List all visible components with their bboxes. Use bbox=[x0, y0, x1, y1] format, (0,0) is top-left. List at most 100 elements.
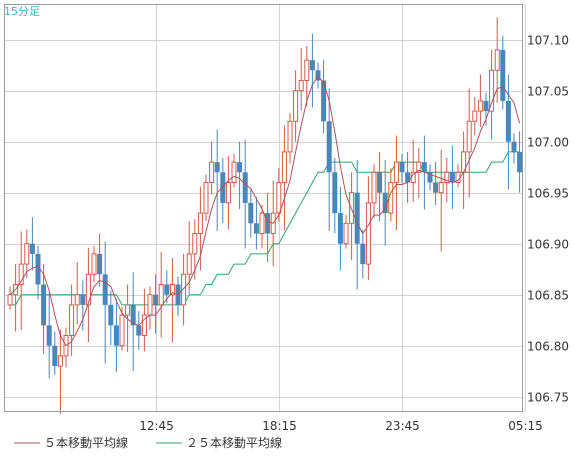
candle-down bbox=[399, 162, 405, 173]
candle-up bbox=[158, 284, 164, 306]
candle-up bbox=[7, 294, 13, 306]
candle-up bbox=[74, 294, 80, 306]
candle-up bbox=[438, 182, 444, 194]
legend-ma25-label: ２５本移動平均線 bbox=[186, 435, 282, 450]
candle-up bbox=[494, 49, 500, 71]
candle-down bbox=[153, 294, 159, 305]
candle-down bbox=[80, 294, 86, 305]
candle-up bbox=[276, 182, 282, 214]
candle-up bbox=[197, 212, 203, 235]
candle-up bbox=[91, 253, 97, 275]
candle-down bbox=[237, 162, 243, 173]
candle-down bbox=[242, 172, 248, 203]
candle-down bbox=[405, 172, 411, 183]
x-tick-label: 18:15 bbox=[262, 419, 297, 433]
candle-up bbox=[209, 161, 215, 184]
candle-down bbox=[321, 80, 327, 122]
x-tick-label: 12:45 bbox=[139, 419, 174, 433]
candle-down bbox=[108, 304, 114, 326]
candle-down bbox=[309, 60, 315, 71]
candle-up bbox=[365, 202, 371, 265]
candle-up bbox=[85, 273, 91, 306]
candle-up bbox=[18, 263, 24, 286]
candle-up bbox=[477, 100, 483, 112]
candle-up bbox=[181, 273, 187, 306]
candle-up bbox=[343, 222, 349, 245]
candle-up bbox=[293, 90, 299, 122]
plot-frame bbox=[4, 4, 523, 412]
candle-down bbox=[130, 304, 136, 326]
candle-down bbox=[46, 325, 52, 346]
candle-up bbox=[371, 171, 377, 204]
candles-layer bbox=[7, 17, 523, 414]
x-tick-label: 23:45 bbox=[385, 419, 420, 433]
candle-down bbox=[421, 162, 427, 173]
candle-up bbox=[466, 120, 472, 153]
candle-down bbox=[248, 202, 254, 224]
candle-up bbox=[393, 161, 399, 184]
candle-down bbox=[332, 172, 338, 214]
candle-down bbox=[102, 274, 108, 305]
y-tick-label: 107.10 bbox=[527, 34, 569, 48]
x-tick-label: 05:15 bbox=[508, 419, 543, 433]
candle-down bbox=[360, 243, 366, 265]
candle-up bbox=[287, 120, 293, 153]
candle-down bbox=[483, 100, 489, 112]
candle-down bbox=[265, 213, 271, 234]
candle-down bbox=[35, 253, 41, 285]
candle-up bbox=[444, 171, 450, 184]
candle-up bbox=[147, 294, 153, 316]
candle-down bbox=[382, 192, 388, 214]
candle-up bbox=[186, 253, 192, 275]
candle-up bbox=[141, 314, 147, 337]
ma5-line bbox=[9, 75, 521, 347]
ma5-layer bbox=[9, 75, 521, 347]
legend-ma5-label: ５本移動平均線 bbox=[44, 435, 128, 450]
ma25-layer bbox=[10, 151, 520, 306]
chart-title: 15分足 bbox=[4, 5, 40, 18]
candle-down bbox=[214, 162, 220, 173]
candle-up bbox=[231, 161, 237, 184]
candle-down bbox=[52, 345, 58, 367]
candle-up bbox=[472, 110, 478, 122]
candle-up bbox=[125, 304, 131, 316]
y-tick-label: 106.85 bbox=[527, 289, 569, 303]
candle-down bbox=[337, 213, 343, 244]
candle-down bbox=[427, 172, 433, 183]
candle-down bbox=[505, 100, 511, 142]
y-tick-label: 107.05 bbox=[527, 85, 569, 99]
y-tick-label: 106.75 bbox=[527, 391, 569, 405]
candle-up bbox=[225, 182, 231, 204]
candle-down bbox=[164, 284, 170, 295]
y-tick-label: 106.95 bbox=[527, 187, 569, 201]
candle-down bbox=[517, 151, 523, 173]
y-axis: 106.75 106.80 106.85 106.90 106.95 107.00 107.… bbox=[527, 34, 569, 405]
candle-down bbox=[326, 121, 332, 173]
candle-down bbox=[377, 172, 383, 193]
candle-down bbox=[97, 253, 103, 275]
candle-down bbox=[41, 284, 47, 326]
candle-down bbox=[449, 172, 455, 183]
candle-down bbox=[136, 325, 142, 336]
candle-down bbox=[433, 182, 439, 193]
candle-up bbox=[281, 151, 287, 183]
candle-down bbox=[511, 141, 517, 152]
candle-down bbox=[113, 325, 119, 346]
plot-area bbox=[4, 4, 523, 412]
candle-down bbox=[253, 223, 259, 234]
candle-up bbox=[24, 243, 30, 265]
candle-up bbox=[69, 304, 75, 336]
y-tick-label: 107.00 bbox=[527, 136, 569, 150]
candle-up bbox=[57, 355, 63, 367]
candle-up bbox=[169, 284, 175, 296]
candle-up bbox=[304, 59, 310, 81]
candle-up bbox=[298, 80, 304, 92]
candle-down bbox=[500, 49, 506, 101]
candle-up bbox=[259, 212, 265, 235]
ma25-line bbox=[10, 151, 520, 306]
x-axis: 12:45 18:15 23:45 05:15 bbox=[139, 419, 543, 433]
candle-down bbox=[220, 172, 226, 203]
candle-up bbox=[203, 182, 209, 214]
y-tick-label: 106.80 bbox=[527, 340, 569, 354]
